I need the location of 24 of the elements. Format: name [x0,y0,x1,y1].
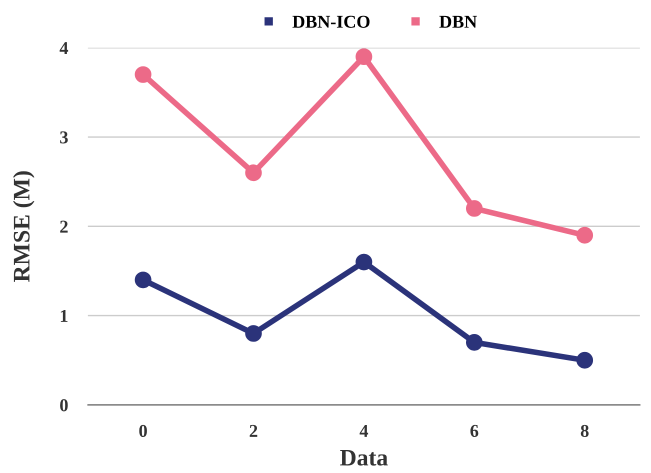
legend-label: DBN [439,16,477,28]
x-tick-label: 8 [580,424,589,438]
y-tick-label: 3 [60,131,68,144]
point [134,272,152,288]
legend-label: DBN-ICO [292,16,370,28]
point [356,48,372,66]
y-axis-title: RMSE (M) [13,171,34,282]
point [245,325,262,342]
point [356,254,372,270]
y-tick-label: 1 [60,310,68,322]
x-tick-label: 2 [250,424,258,437]
y-tick-label: 2 [60,220,68,233]
point [245,164,262,182]
y-tick-label: 4 [60,42,68,54]
point [466,200,483,217]
x-tick-label: 4 [360,424,368,437]
point [134,66,152,83]
point [466,334,483,351]
x-tick-label: 0 [139,424,147,438]
x-tick-label: 6 [470,424,478,438]
point [576,352,594,369]
y-tick-label: 0 [60,399,68,412]
x-axis-title: Data [340,450,388,466]
point [576,226,594,244]
